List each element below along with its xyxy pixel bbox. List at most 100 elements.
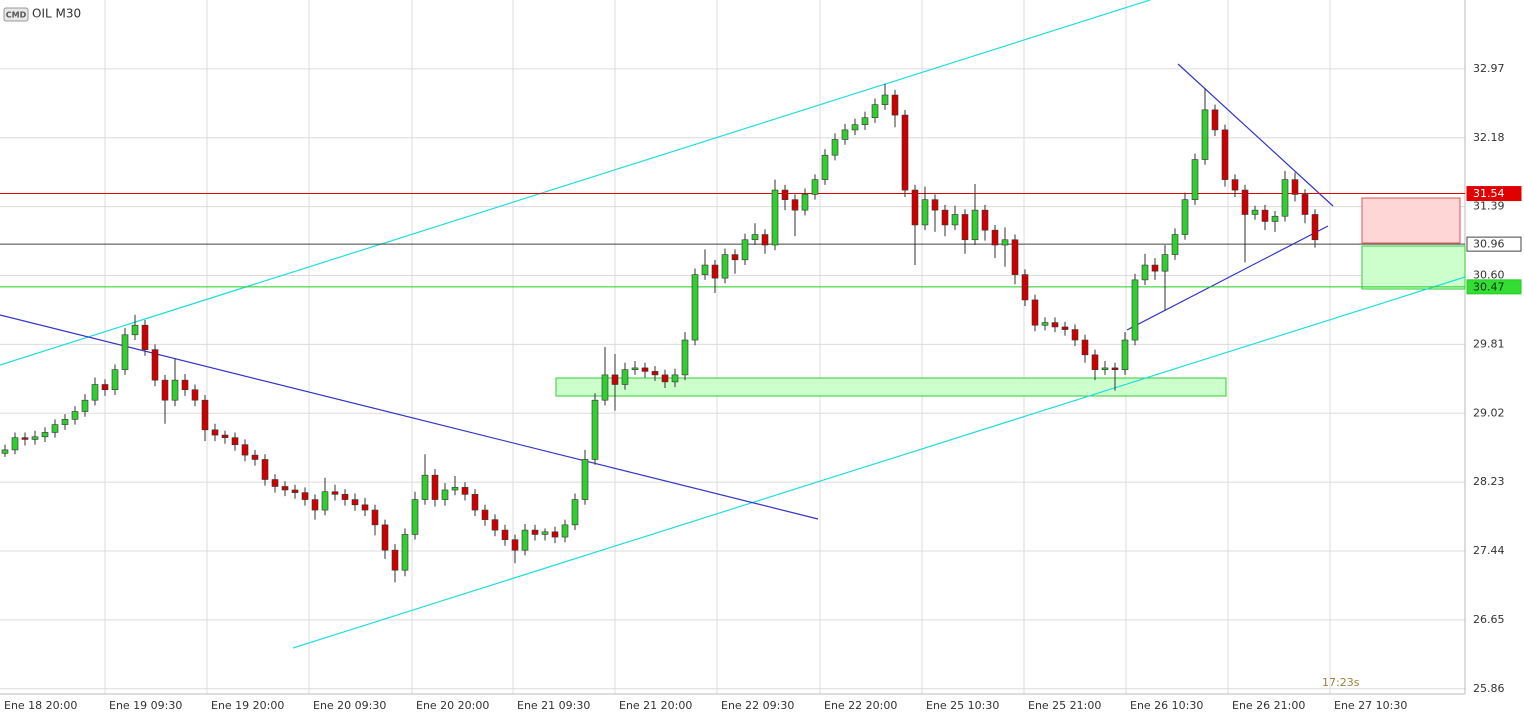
candle-body bbox=[1141, 264, 1149, 281]
y-tick-label: 26.65 bbox=[1473, 613, 1505, 626]
candle-body bbox=[921, 199, 929, 226]
candle-body bbox=[71, 411, 79, 420]
candle-body bbox=[1191, 159, 1199, 200]
candle-body bbox=[931, 199, 939, 211]
x-tick-label: Ene 27 10:30 bbox=[1334, 699, 1407, 712]
candle-body bbox=[1061, 326, 1069, 330]
grid bbox=[0, 0, 1466, 695]
y-tick-label: 28.23 bbox=[1473, 475, 1505, 488]
trend-line bbox=[1177, 63, 1334, 207]
x-tick-label: Ene 18 20:00 bbox=[4, 699, 77, 712]
candle-body bbox=[61, 419, 69, 425]
candle-body bbox=[261, 459, 269, 480]
badge: CMD bbox=[6, 11, 27, 20]
badge-box bbox=[3, 7, 29, 22]
candle-body bbox=[521, 529, 529, 551]
candle-body bbox=[391, 549, 399, 571]
candle-body bbox=[721, 254, 729, 279]
candle-body bbox=[1001, 239, 1009, 246]
candle-body bbox=[841, 129, 849, 140]
price-level-label: 31.54 bbox=[1473, 187, 1505, 200]
x-tick-label: Ene 20 09:30 bbox=[313, 699, 386, 712]
candle-body bbox=[711, 264, 719, 279]
trend-line bbox=[1126, 225, 1329, 331]
candle-body bbox=[741, 239, 749, 261]
x-tick-label: Ene 25 21:00 bbox=[1028, 699, 1101, 712]
candle-body bbox=[1, 449, 9, 454]
candle-body bbox=[1261, 209, 1269, 222]
candle-body bbox=[21, 437, 29, 440]
candle-body bbox=[371, 509, 379, 526]
candle-body bbox=[1031, 299, 1039, 326]
candle-body bbox=[881, 94, 889, 105]
candle-body bbox=[611, 374, 619, 385]
candle-body bbox=[551, 531, 559, 538]
candle-body bbox=[411, 499, 419, 535]
candle-body bbox=[1301, 194, 1309, 215]
channel-line bbox=[0, 0, 1151, 366]
candle-body bbox=[1171, 234, 1179, 255]
candle-body bbox=[461, 487, 469, 495]
candle-body bbox=[771, 189, 779, 246]
sell-zone bbox=[1361, 197, 1461, 244]
x-tick-label: Ene 21 20:00 bbox=[619, 699, 692, 712]
buy-zone bbox=[1361, 245, 1466, 290]
candle-body bbox=[101, 384, 109, 391]
candle-body bbox=[431, 474, 439, 500]
candle-body bbox=[681, 339, 689, 376]
candle-body bbox=[1181, 199, 1189, 235]
candle-body bbox=[311, 499, 319, 511]
candle-body bbox=[861, 117, 869, 125]
candle-body bbox=[901, 114, 909, 191]
candle-body bbox=[641, 367, 649, 372]
candle-body bbox=[761, 234, 769, 246]
candle-body bbox=[541, 531, 549, 535]
candle-body bbox=[1201, 109, 1209, 160]
price-level-box bbox=[1466, 236, 1522, 252]
trend-line bbox=[0, 314, 819, 520]
labels: 32.97 32.18 31.39 30.60 29.81 29.02 28.23 27.44… bbox=[4, 62, 1522, 712]
candle-body bbox=[831, 139, 839, 156]
price-level-box bbox=[1466, 279, 1522, 295]
candle-body bbox=[201, 399, 209, 431]
candle-body bbox=[111, 369, 119, 391]
candle-body bbox=[341, 494, 349, 500]
channel-line bbox=[292, 276, 1466, 649]
y-tick-label: 25.86 bbox=[1473, 682, 1505, 695]
candle-body bbox=[891, 94, 899, 116]
levels bbox=[0, 193, 1465, 288]
candle-body bbox=[1211, 109, 1219, 131]
candle-body bbox=[471, 494, 479, 511]
x-tick-label: Ene 26 21:00 bbox=[1232, 699, 1305, 712]
candle-body bbox=[1081, 339, 1089, 356]
candle-body bbox=[171, 379, 179, 401]
candle-body bbox=[981, 209, 989, 231]
candle-body bbox=[691, 274, 699, 341]
candle-body bbox=[1241, 189, 1249, 215]
candle-body bbox=[591, 399, 599, 460]
candle-body bbox=[211, 429, 219, 436]
candle-body bbox=[1131, 279, 1139, 341]
candle-body bbox=[1231, 179, 1239, 191]
price-level-box bbox=[1466, 186, 1522, 202]
candle-body bbox=[651, 371, 659, 376]
x-tick-label: Ene 20 20:00 bbox=[416, 699, 489, 712]
candle-body bbox=[1011, 239, 1019, 275]
candle-body bbox=[221, 434, 229, 438]
candle-body bbox=[1221, 129, 1229, 180]
candle-body bbox=[601, 374, 609, 401]
candle-body bbox=[301, 492, 309, 500]
candle-body bbox=[91, 384, 99, 401]
y-tick-label: 32.18 bbox=[1473, 131, 1505, 144]
candle-body bbox=[1151, 264, 1159, 272]
y-tick-label: 29.81 bbox=[1473, 337, 1505, 350]
countdown: 17:23s bbox=[1322, 676, 1360, 689]
candle-body bbox=[451, 487, 459, 491]
candle-body bbox=[1041, 322, 1049, 326]
y-tick-label: 29.02 bbox=[1473, 406, 1505, 419]
candle-body bbox=[351, 499, 359, 506]
x-tick-label: Ene 25 10:30 bbox=[926, 699, 999, 712]
candle-body bbox=[421, 474, 429, 500]
candle-body bbox=[361, 504, 369, 511]
candle-body bbox=[251, 454, 259, 460]
